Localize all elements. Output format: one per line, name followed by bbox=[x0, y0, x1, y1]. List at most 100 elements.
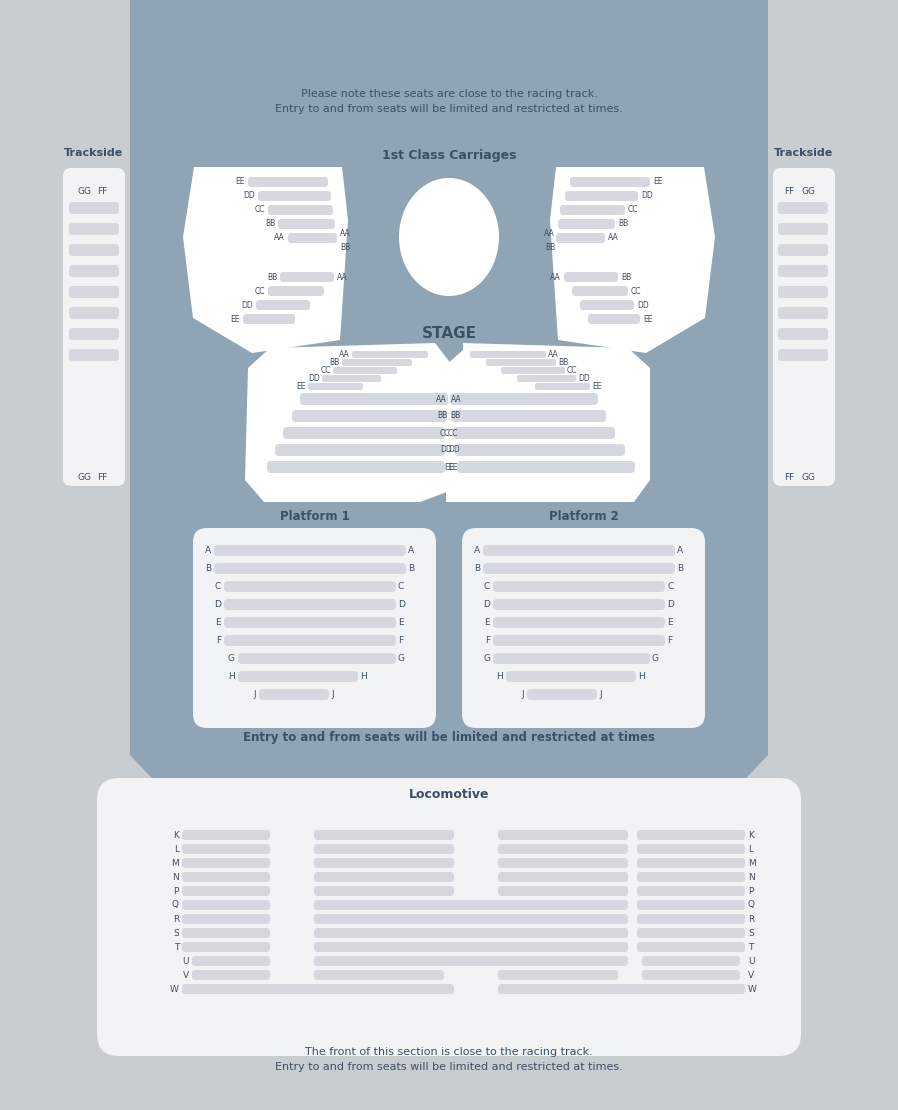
Text: A: A bbox=[408, 546, 414, 555]
Polygon shape bbox=[446, 343, 650, 502]
FancyBboxPatch shape bbox=[248, 176, 328, 186]
FancyBboxPatch shape bbox=[314, 942, 628, 952]
Text: N: N bbox=[172, 872, 179, 881]
FancyBboxPatch shape bbox=[69, 286, 119, 297]
Text: J: J bbox=[599, 690, 602, 699]
Text: J: J bbox=[253, 690, 256, 699]
Text: BB: BB bbox=[330, 359, 340, 367]
FancyBboxPatch shape bbox=[283, 427, 445, 438]
FancyBboxPatch shape bbox=[778, 286, 828, 297]
FancyBboxPatch shape bbox=[588, 314, 640, 324]
Text: CC: CC bbox=[321, 366, 331, 375]
FancyBboxPatch shape bbox=[642, 956, 740, 966]
Text: EE: EE bbox=[231, 314, 240, 323]
Text: AA: AA bbox=[548, 350, 559, 359]
Polygon shape bbox=[550, 166, 715, 353]
FancyBboxPatch shape bbox=[224, 617, 396, 628]
Text: EE: EE bbox=[445, 463, 454, 472]
Text: B: B bbox=[474, 564, 480, 573]
Text: CC: CC bbox=[439, 428, 450, 437]
Text: U: U bbox=[748, 957, 754, 966]
Text: BB: BB bbox=[267, 272, 277, 282]
FancyBboxPatch shape bbox=[558, 219, 615, 229]
FancyBboxPatch shape bbox=[182, 830, 270, 840]
Text: Please note these seats are close to the racing track.: Please note these seats are close to the… bbox=[301, 89, 597, 99]
Text: G: G bbox=[228, 654, 235, 663]
Text: BB: BB bbox=[558, 359, 568, 367]
Text: AA: AA bbox=[608, 233, 619, 242]
Text: H: H bbox=[228, 672, 235, 682]
Text: FF: FF bbox=[784, 188, 794, 196]
FancyBboxPatch shape bbox=[182, 942, 270, 952]
FancyBboxPatch shape bbox=[498, 983, 745, 993]
FancyBboxPatch shape bbox=[268, 286, 324, 296]
FancyBboxPatch shape bbox=[493, 581, 665, 592]
Text: K: K bbox=[748, 830, 754, 839]
Polygon shape bbox=[130, 0, 768, 808]
FancyBboxPatch shape bbox=[69, 265, 119, 278]
FancyBboxPatch shape bbox=[570, 176, 650, 186]
FancyBboxPatch shape bbox=[450, 393, 598, 405]
FancyBboxPatch shape bbox=[314, 914, 628, 924]
Text: V: V bbox=[183, 970, 189, 979]
FancyBboxPatch shape bbox=[314, 900, 628, 910]
Text: CC: CC bbox=[631, 286, 641, 295]
Text: FF: FF bbox=[97, 474, 107, 483]
FancyBboxPatch shape bbox=[243, 314, 295, 324]
Text: E: E bbox=[216, 618, 221, 627]
FancyBboxPatch shape bbox=[314, 844, 454, 854]
Text: AA: AA bbox=[451, 394, 462, 404]
Text: E: E bbox=[667, 618, 673, 627]
Text: P: P bbox=[173, 887, 179, 896]
Text: GG: GG bbox=[77, 474, 91, 483]
Text: AA: AA bbox=[274, 233, 285, 242]
Text: STAGE: STAGE bbox=[421, 326, 477, 342]
FancyBboxPatch shape bbox=[182, 983, 454, 993]
Text: C: C bbox=[215, 582, 221, 591]
FancyBboxPatch shape bbox=[580, 300, 634, 310]
Text: S: S bbox=[748, 928, 753, 938]
Text: Platform 1: Platform 1 bbox=[280, 511, 350, 524]
FancyBboxPatch shape bbox=[455, 444, 625, 456]
FancyBboxPatch shape bbox=[493, 599, 665, 611]
Text: FF: FF bbox=[97, 188, 107, 196]
FancyBboxPatch shape bbox=[224, 635, 396, 646]
FancyBboxPatch shape bbox=[280, 272, 334, 282]
Text: Entry to and from seats will be limited and restricted at times: Entry to and from seats will be limited … bbox=[243, 731, 655, 745]
Text: DD: DD bbox=[308, 374, 320, 383]
Text: Entry to and from seats will be limited and restricted at times.: Entry to and from seats will be limited … bbox=[275, 104, 623, 114]
FancyBboxPatch shape bbox=[238, 672, 358, 682]
FancyBboxPatch shape bbox=[292, 410, 447, 422]
Text: EE: EE bbox=[235, 178, 245, 186]
FancyBboxPatch shape bbox=[224, 599, 396, 611]
Text: DD: DD bbox=[637, 301, 648, 310]
Text: R: R bbox=[172, 915, 179, 924]
Text: U: U bbox=[182, 957, 189, 966]
Text: P: P bbox=[748, 887, 753, 896]
Text: 1st Class Carriages: 1st Class Carriages bbox=[382, 150, 516, 162]
Text: G: G bbox=[398, 654, 405, 663]
FancyBboxPatch shape bbox=[493, 653, 650, 664]
FancyBboxPatch shape bbox=[214, 563, 406, 574]
FancyBboxPatch shape bbox=[457, 461, 635, 473]
FancyBboxPatch shape bbox=[498, 858, 628, 868]
FancyBboxPatch shape bbox=[333, 367, 397, 374]
Text: DD: DD bbox=[578, 374, 590, 383]
FancyBboxPatch shape bbox=[778, 265, 828, 278]
FancyBboxPatch shape bbox=[778, 307, 828, 319]
FancyBboxPatch shape bbox=[462, 528, 705, 728]
FancyBboxPatch shape bbox=[314, 928, 628, 938]
FancyBboxPatch shape bbox=[352, 351, 428, 359]
Text: BB: BB bbox=[545, 243, 555, 252]
FancyBboxPatch shape bbox=[498, 970, 618, 980]
FancyBboxPatch shape bbox=[267, 461, 445, 473]
Text: Locomotive: Locomotive bbox=[409, 788, 489, 801]
Text: K: K bbox=[173, 830, 179, 839]
Text: Entry to and from seats will be limited and restricted at times.: Entry to and from seats will be limited … bbox=[275, 1062, 623, 1072]
FancyBboxPatch shape bbox=[259, 689, 329, 700]
FancyBboxPatch shape bbox=[182, 900, 270, 910]
Text: EE: EE bbox=[448, 463, 457, 472]
FancyBboxPatch shape bbox=[470, 351, 546, 359]
Text: H: H bbox=[638, 672, 645, 682]
Text: EE: EE bbox=[592, 382, 602, 391]
